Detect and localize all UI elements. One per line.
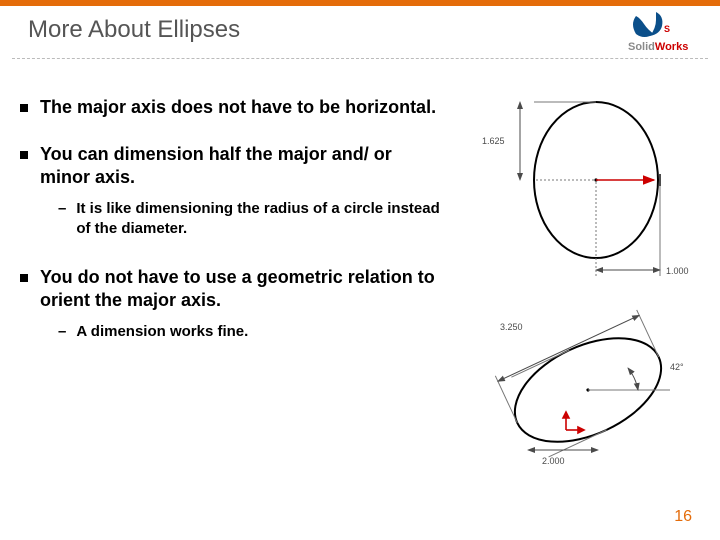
- bullet-item: The major axis does not have to be horiz…: [20, 96, 440, 119]
- title-block: More About Ellipses: [28, 16, 628, 44]
- square-bullet-icon: [20, 274, 28, 282]
- accent-bar: [0, 0, 720, 6]
- dash-bullet-icon: –: [58, 200, 66, 217]
- figure-rotated-ellipse: 42° 3.250 2.000: [470, 300, 700, 470]
- slide: More About Ellipses S SolidWorks The maj…: [0, 0, 720, 540]
- logo-suffix: Works: [655, 41, 688, 53]
- dimension-half-minor: [596, 182, 660, 276]
- dimension-value: 1.625: [482, 136, 505, 146]
- bullet-text: You do not have to use a geometric relat…: [40, 266, 440, 312]
- dimension-value: 42°: [670, 362, 684, 372]
- bullet-item: You can dimension half the major and/ or…: [20, 143, 440, 189]
- solidworks-logo: S SolidWorks: [626, 10, 706, 54]
- content-body: The major axis does not have to be horiz…: [20, 96, 440, 356]
- square-bullet-icon: [20, 151, 28, 159]
- ds-swoosh-icon: S: [633, 12, 670, 37]
- dimension-value: 3.250: [500, 322, 523, 332]
- sub-bullet-text: It is like dimensioning the radius of a …: [76, 199, 440, 238]
- dash-bullet-icon: –: [58, 323, 66, 340]
- sub-bullet-item: – It is like dimensioning the radius of …: [58, 199, 440, 238]
- bullet-text: You can dimension half the major and/ or…: [40, 143, 440, 189]
- divider: [12, 58, 708, 59]
- bullet-item: You do not have to use a geometric relat…: [20, 266, 440, 312]
- dimension-value: 1.000: [666, 266, 689, 276]
- square-bullet-icon: [20, 104, 28, 112]
- dimension-half-major: [520, 102, 596, 180]
- figure-upright-ellipse: 1.625 1.000: [476, 92, 696, 262]
- dimension-value: 2.000: [542, 456, 565, 466]
- sub-bullet-text: A dimension works fine.: [76, 322, 248, 342]
- sub-bullet-item: – A dimension works fine.: [58, 322, 440, 342]
- page-title: More About Ellipses: [28, 16, 628, 44]
- bullet-text: The major axis does not have to be horiz…: [40, 96, 436, 119]
- origin-marker-icon: [563, 412, 584, 433]
- page-number: 16: [674, 508, 692, 526]
- logo-prefix: Solid: [628, 41, 655, 53]
- svg-text:S: S: [664, 24, 670, 34]
- angle-arc-icon: [628, 368, 638, 390]
- svg-text:SolidWorks: SolidWorks: [628, 41, 688, 53]
